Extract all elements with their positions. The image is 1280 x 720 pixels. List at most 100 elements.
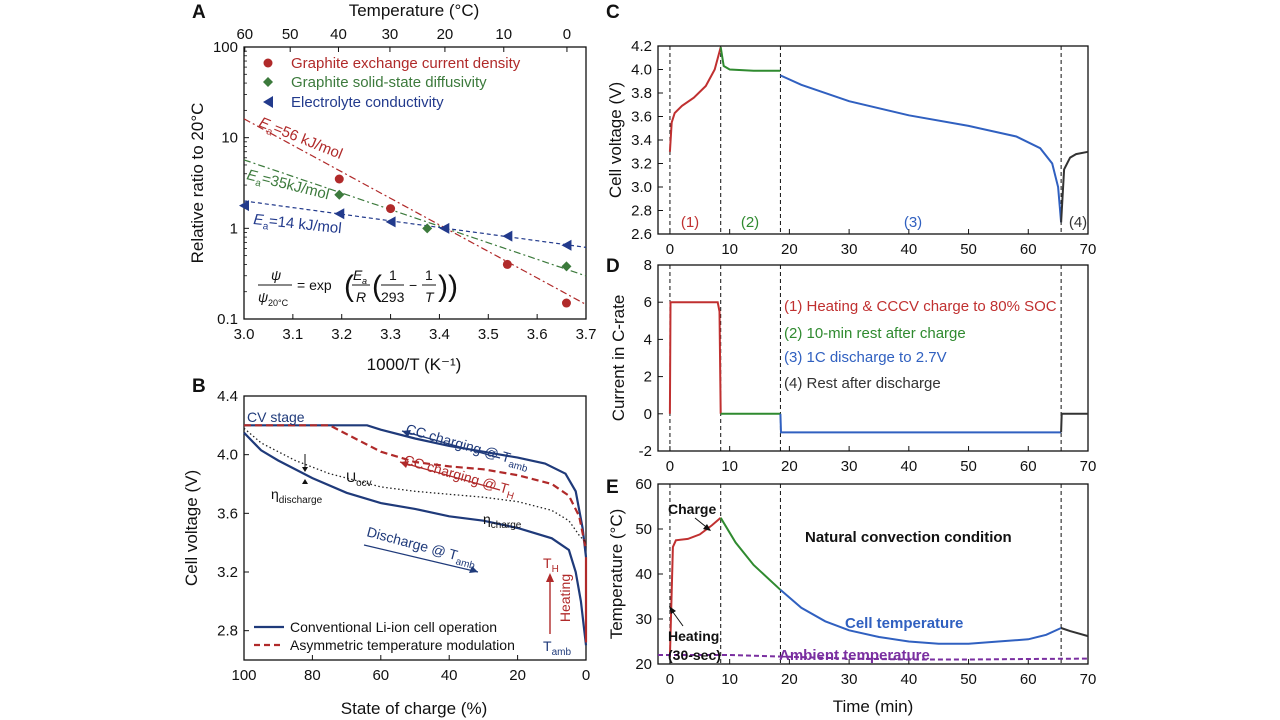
- panel-a-x-tick-label: 3.3: [380, 326, 401, 343]
- legend-label-diffusivity: Graphite solid-state diffusivity: [291, 74, 487, 91]
- series-line: [668, 46, 722, 152]
- panel-d-x-tick-label: 10: [721, 458, 738, 475]
- series-line: [779, 589, 1062, 645]
- heating-30sec-detail: (30-sec): [668, 647, 721, 663]
- series-line: [668, 517, 722, 658]
- panel-a-top-tick-label: 10: [495, 26, 512, 43]
- panel-a-x-tick-label: 3.2: [331, 326, 352, 343]
- legend-label-exchange: Graphite exchange current density: [291, 55, 521, 72]
- eta-discharge-label: ηdischarge: [271, 486, 323, 506]
- phase-label-2: (2): [741, 214, 759, 231]
- series-line: [1060, 150, 1089, 223]
- panel-c: 0 10 20 30 40 50 60 70 2.6 2.8 3.0 3.2 3.4 3.6 3.8 4.0 4…: [606, 38, 1096, 258]
- panel-d-x-tick-label: 60: [1020, 458, 1037, 475]
- data-point: [439, 222, 450, 234]
- panel-b-x-tick-label: 100: [231, 667, 256, 684]
- panel-a-top-tick-label: 60: [236, 26, 253, 43]
- panel-b-y-tick-label: 4.0: [217, 447, 238, 464]
- panel-a-x-tick-label: 3.5: [478, 326, 499, 343]
- panel-b: 100 80 60 40 20 0 2.8 3.2 3.6 4.0 4.4 State of cha…: [182, 388, 590, 718]
- heating-30sec-label: Heating: [668, 628, 719, 644]
- data-point: [334, 174, 344, 184]
- panel-c-y-tick-label: 3.8: [631, 85, 652, 102]
- data-point: [502, 230, 513, 242]
- data-point: [239, 200, 249, 212]
- natural-convection-label: Natural convection condition: [805, 529, 1012, 546]
- panel-a-y-tick-label: 100: [213, 39, 238, 56]
- legend-marker-conductivity: [263, 96, 273, 108]
- panel-e-x-tick-label: 0: [666, 671, 674, 688]
- fit-line: [243, 200, 587, 248]
- panel-c-x-tick-label: 20: [781, 241, 798, 258]
- eq-t: T: [425, 289, 435, 305]
- svg-text:)): )): [438, 270, 458, 303]
- panel-c-y-axis-label: Cell voltage (V): [606, 82, 625, 198]
- panel-c-y-tick-label: 4.2: [631, 38, 652, 55]
- panel-b-y-tick-label: 3.6: [217, 505, 238, 522]
- panel-d: 0 10 20 30 40 50 60 70 -2 0 2 4 6 8 Current in C-rate…: [609, 257, 1096, 475]
- eq-one-a: 1: [389, 267, 397, 283]
- eq-psi-den: ψ: [258, 289, 268, 305]
- eq-ea-sub: a: [362, 276, 367, 286]
- panel-b-x-tick-label: 0: [582, 667, 590, 684]
- panel-c-y-tick-label: 2.6: [631, 226, 652, 243]
- panel-e-x-tick-label: 60: [1020, 671, 1037, 688]
- panel-d-y-axis-label: Current in C-rate: [609, 295, 628, 422]
- panel-e-x-tick-label: 40: [900, 671, 917, 688]
- panel-c-x-tick-label: 60: [1020, 241, 1037, 258]
- fit-line: [243, 118, 587, 306]
- data-point: [502, 259, 512, 269]
- panel-c-x-tick-label: 0: [666, 241, 674, 258]
- series-line: [243, 431, 588, 646]
- panel-c-x-tick-label: 40: [900, 241, 917, 258]
- ambient-temperature-label: Ambient temperature: [779, 647, 930, 664]
- charge-label: Charge: [668, 501, 716, 517]
- panel-c-y-tick-label: 3.0: [631, 179, 652, 196]
- panel-letter-b: B: [192, 376, 206, 397]
- panel-a-y-axis-label: Relative ratio to 20°C: [188, 103, 207, 264]
- panel-e-y-tick-label: 30: [635, 611, 652, 628]
- data-point: [334, 189, 345, 200]
- panel-a-frame: [243, 46, 587, 320]
- data-point: [561, 239, 572, 251]
- panel-d-y-tick-label: 6: [644, 294, 652, 311]
- panel-d-frame: [657, 264, 1089, 452]
- panel-a-top-axis-label: Temperature (°C): [349, 1, 480, 20]
- legend-label-conventional: Conventional Li-ion cell operation: [290, 619, 497, 635]
- eq-psi-num: ψ: [271, 267, 281, 283]
- fit-label-14: Ea=14 kJ/mol: [252, 211, 342, 240]
- panel-a-top-tick-label: 30: [382, 26, 399, 43]
- panel-b-y-tick-label: 3.2: [217, 564, 238, 581]
- cell-temperature-label: Cell temperature: [845, 615, 963, 632]
- eq-minus: −: [409, 277, 417, 293]
- panel-b-y-axis-label: Cell voltage (V): [182, 470, 201, 586]
- phase-label-4: (4): [1069, 214, 1087, 231]
- panel-e-frame: [657, 483, 1089, 665]
- svg-text:(: (: [372, 270, 382, 303]
- panel-a-x-tick-label: 3.0: [234, 326, 255, 343]
- svg-text:Discharge @ Tamb: Discharge @ Tamb: [364, 523, 479, 572]
- heating-label: Heating: [557, 574, 573, 622]
- eq-exp: = exp: [297, 277, 332, 293]
- fit-label-56: Ea=56 kJ/mol: [255, 114, 345, 166]
- panel-e-y-tick-label: 50: [635, 521, 652, 538]
- eta-charge-label: ηcharge: [483, 511, 522, 531]
- panel-b-x-tick-label: 60: [372, 667, 389, 684]
- eq-ea: E: [353, 267, 363, 283]
- panel-a-y-tick-label: 1: [230, 220, 238, 237]
- data-point: [385, 216, 396, 228]
- panel-e-y-axis-label: Temperature (°C): [607, 509, 626, 640]
- panel-e-x-tick-label: 20: [781, 671, 798, 688]
- panel-a-x-tick-label: 3.4: [429, 326, 450, 343]
- phase-label-3: (3): [904, 214, 922, 231]
- series-line: [1060, 412, 1088, 433]
- panel-e-x-axis-label: Time (min): [833, 697, 914, 716]
- legend-marker-exchange: [263, 58, 273, 68]
- panel-a-x-tick-label: 3.1: [282, 326, 303, 343]
- panel-a-y-tick-label: 10: [221, 130, 238, 147]
- panel-letters: A B C D E: [192, 2, 620, 498]
- series-line: [779, 74, 1063, 223]
- data-point: [386, 204, 396, 214]
- panel-e-x-tick-label: 10: [721, 671, 738, 688]
- panel-b-y-tick-label: 2.8: [217, 623, 238, 640]
